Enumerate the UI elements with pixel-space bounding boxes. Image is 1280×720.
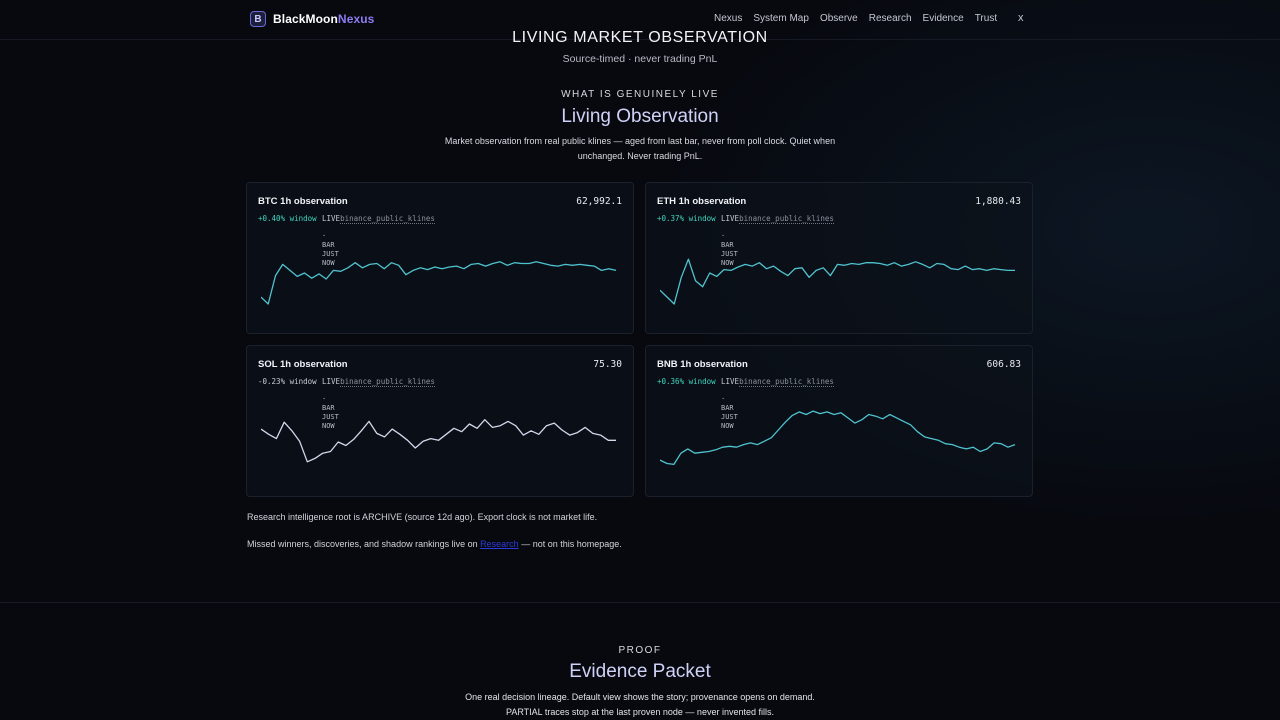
brand[interactable]: B BlackMoonNexus	[250, 11, 374, 27]
price-line	[660, 258, 1015, 305]
card-meta: -0.23% window binance_public_klines LIVE	[258, 377, 435, 387]
sparkline-chart	[660, 410, 1016, 466]
bar-note-line: BAR	[322, 241, 335, 249]
bar-just-now-note: · BAR JUST NOW	[322, 232, 339, 268]
live-badge: LIVE	[322, 214, 341, 223]
card-price: 606.83	[986, 359, 1021, 370]
proof-description-line: One real decision lineage. Default view …	[465, 692, 815, 702]
proof-section-title: Evidence Packet	[569, 661, 711, 682]
brand-logo-icon: B	[250, 11, 266, 27]
bar-note-line: ·	[322, 395, 327, 403]
source-label: binance_public_klines	[340, 214, 435, 224]
bar-note-line: ·	[322, 232, 327, 240]
card-title: ETH 1h observation	[657, 196, 747, 207]
nav-link-observe[interactable]: Observe	[819, 13, 858, 24]
bar-note-line: JUST	[721, 250, 738, 258]
observation-card-sol: SOL 1h observation 75.30 -0.23% window b…	[246, 345, 634, 497]
bar-note-line: BAR	[322, 404, 335, 412]
card-price: 62,992.1	[576, 196, 622, 207]
page-subtitle: Source-timed · never trading PnL	[562, 53, 718, 65]
source-label: binance_public_klines	[340, 377, 435, 387]
source-label: binance_public_klines	[739, 377, 834, 387]
bar-note-line: NOW	[721, 259, 734, 267]
price-line	[660, 410, 1016, 466]
bar-just-now-note: · BAR JUST NOW	[721, 232, 738, 268]
nav-link-system-map[interactable]: System Map	[753, 13, 809, 24]
card-meta: +0.40% window binance_public_klines LIVE	[258, 214, 435, 224]
observation-card-eth: ETH 1h observation 1,880.43 +0.37% windo…	[645, 182, 1033, 334]
card-price: 75.30	[593, 359, 622, 370]
price-line	[261, 261, 617, 305]
nav-link-trust[interactable]: Trust	[974, 13, 998, 24]
live-section-description: Market observation from real public klin…	[444, 136, 836, 161]
main-nav: Nexus System Map Observe Research Eviden…	[714, 13, 997, 24]
missed-note-tail: — not on this homepage.	[521, 539, 622, 549]
brand-name: BlackMoonNexus	[273, 12, 374, 26]
card-title: SOL 1h observation	[258, 359, 348, 370]
bar-just-now-note: · BAR JUST NOW	[322, 395, 339, 431]
top-navigation-bar: B BlackMoonNexus Nexus System Map Observ…	[0, 0, 1280, 40]
bar-note-line: JUST	[721, 413, 738, 421]
brand-name-accent: Nexus	[337, 12, 375, 26]
card-meta: +0.36% window binance_public_klines LIVE	[657, 377, 834, 387]
card-meta: +0.37% window binance_public_klines LIVE	[657, 214, 834, 224]
live-section-title: Living Observation	[561, 106, 719, 127]
archive-note: Research intelligence root is ARCHIVE (s…	[247, 512, 598, 522]
bar-note-line: NOW	[322, 422, 335, 430]
nav-link-evidence[interactable]: Evidence	[922, 13, 964, 24]
nav-link-research[interactable]: Research	[868, 13, 912, 24]
bar-note-line: JUST	[322, 413, 339, 421]
card-title: BTC 1h observation	[258, 196, 348, 207]
sparkline-chart	[261, 261, 617, 305]
window-change: -0.23% window	[258, 377, 317, 386]
bar-note-line: ·	[721, 395, 726, 403]
brand-name-primary: BlackMoon	[273, 12, 338, 26]
window-change: +0.40% window	[258, 214, 317, 223]
sparkline-chart	[660, 258, 1015, 305]
window-change: +0.37% window	[657, 214, 716, 223]
bar-just-now-note: · BAR JUST NOW	[721, 395, 738, 431]
page-title: LIVING MARKET OBSERVATION	[512, 29, 768, 46]
bar-note-line: ·	[721, 232, 726, 240]
missed-note-text: Missed winners, discoveries, and shadow …	[247, 539, 478, 549]
missed-winners-note: Missed winners, discoveries, and shadow …	[247, 539, 622, 549]
source-label: binance_public_klines	[739, 214, 834, 224]
nav-link-nexus[interactable]: Nexus	[714, 13, 743, 24]
proof-section-eyebrow: PROOF	[618, 645, 662, 656]
window-change: +0.36% window	[657, 377, 716, 386]
research-link[interactable]: Research	[480, 539, 519, 549]
card-title: BNB 1h observation	[657, 359, 748, 370]
price-line	[261, 419, 616, 463]
live-section-eyebrow: WHAT IS GENUINELY LIVE	[561, 89, 719, 100]
live-badge: LIVE	[721, 214, 740, 223]
proof-section-description: One real decision lineage. Default view …	[440, 690, 840, 720]
bar-note-line: NOW	[721, 422, 734, 430]
live-badge: LIVE	[322, 377, 341, 386]
live-badge: LIVE	[721, 377, 740, 386]
observation-card-bnb: BNB 1h observation 606.83 +0.36% window …	[645, 345, 1033, 497]
bar-note-line: NOW	[322, 259, 335, 267]
sparkline-chart	[261, 419, 616, 463]
bar-note-line: BAR	[721, 241, 734, 249]
section-divider	[0, 602, 1280, 603]
proof-description-line: PARTIAL traces stop at the last proven n…	[506, 707, 774, 717]
bar-note-line: JUST	[322, 250, 339, 258]
observation-card-btc: BTC 1h observation 62,992.1 +0.40% windo…	[246, 182, 634, 334]
close-button[interactable]: x	[1018, 12, 1024, 24]
bar-note-line: BAR	[721, 404, 734, 412]
card-price: 1,880.43	[975, 196, 1021, 207]
